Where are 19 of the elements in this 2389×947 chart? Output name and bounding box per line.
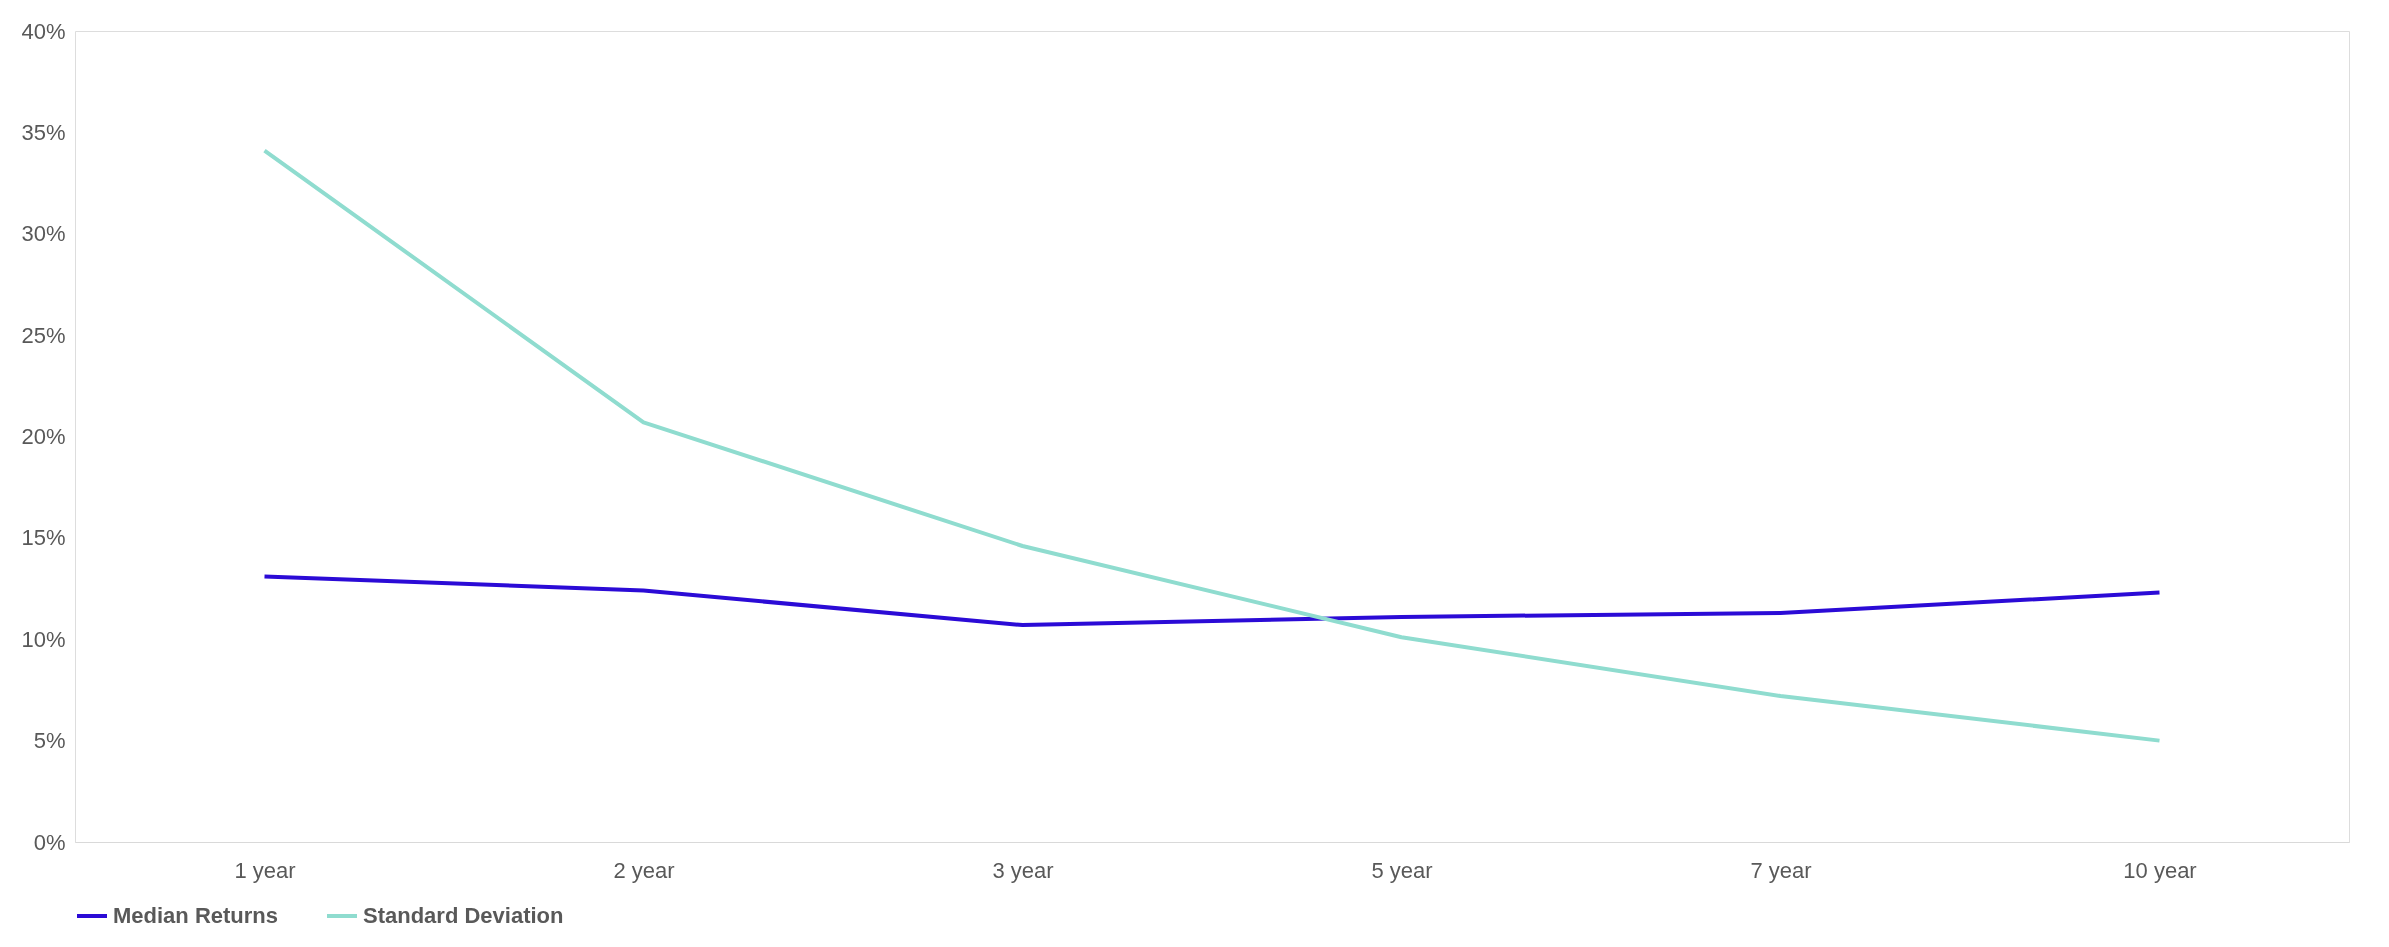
line-series	[262, 148, 2162, 743]
x-tick-label: 5 year	[1371, 857, 1433, 883]
y-tick-label: 25%	[21, 322, 66, 348]
x-tick-label: 10 year	[2123, 857, 2197, 883]
legend-label: Standard Deviation	[363, 903, 564, 928]
x-tick-label: 7 year	[1750, 857, 1812, 883]
y-tick-label: 35%	[21, 119, 66, 145]
y-tick-label: 30%	[21, 221, 66, 247]
y-tick-label: 10%	[21, 626, 66, 652]
x-tick-label: 1 year	[234, 857, 296, 883]
legend-label: Median Returns	[113, 903, 279, 928]
y-tick-label: 15%	[21, 525, 66, 551]
line-series	[262, 574, 2162, 628]
x-tick-label: 3 year	[992, 857, 1054, 883]
x-tick-label: 2 year	[613, 857, 675, 883]
y-tick-label: 40%	[21, 18, 66, 44]
y-tick-label: 5%	[33, 728, 66, 754]
y-tick-label: 0%	[33, 829, 66, 855]
y-tick-label: 20%	[21, 424, 66, 449]
